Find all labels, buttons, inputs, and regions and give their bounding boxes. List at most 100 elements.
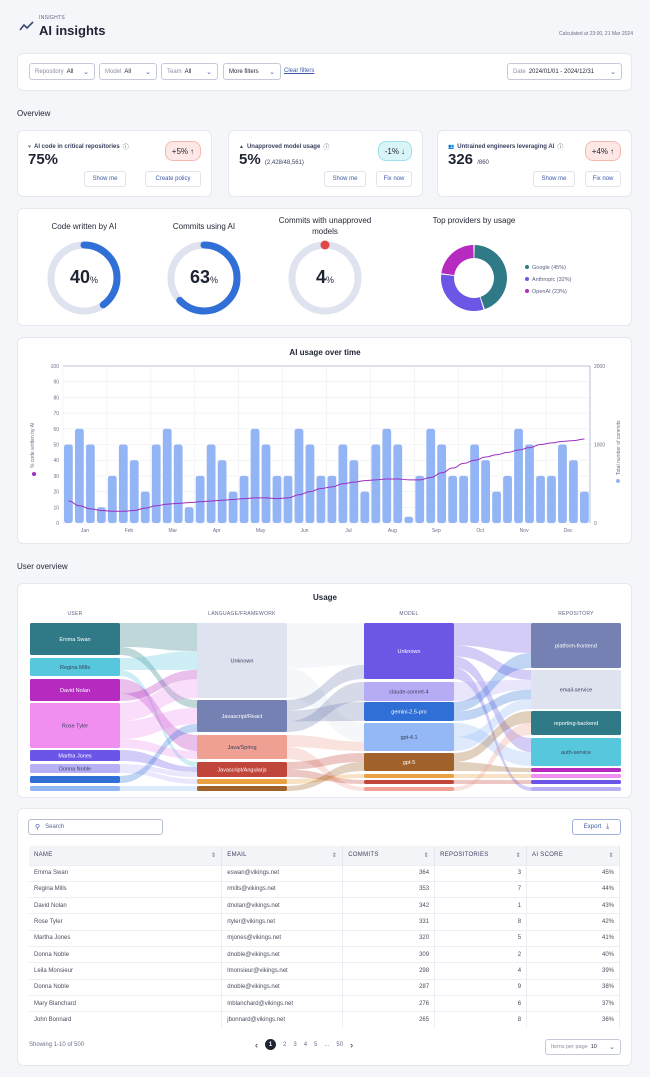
more-filters-label: More filters [229,68,259,75]
card-value: 326 /860 [448,151,489,168]
ai-percent-line [68,438,585,512]
page-button[interactable]: 3 [293,1041,297,1048]
fix-now-button[interactable]: Fix now [376,171,412,187]
items-per-page-select[interactable]: Items per page 10 ⌄ [545,1039,621,1055]
info-icon[interactable]: ⓘ [557,145,564,151]
search-placeholder: Search [45,824,65,830]
sankey-node-label: gpt-5 [403,760,416,766]
y-axis-label-right: Total number of commits [616,420,622,475]
table-cell: 43% [526,897,620,914]
previous-page-icon[interactable]: ‹ [255,1039,258,1050]
page-button[interactable]: 1 [265,1039,276,1050]
team-filter[interactable]: Team All ⌄ [161,63,218,80]
repository-filter[interactable]: Repository All ⌄ [29,63,95,80]
sankey-link [120,708,197,739]
next-page-icon[interactable]: › [350,1039,354,1050]
items-per-page-value: 10 [590,1044,597,1050]
show-me-button[interactable]: Show me [84,171,126,187]
commits-bar [525,444,534,523]
legend-dot [525,277,529,281]
table-cell: lmonsieur@vikings.net [221,962,344,980]
page-button[interactable]: 5 [314,1041,318,1048]
clear-filters-link[interactable]: Clear filters [284,68,315,74]
metrics-card: Google (45%) Anthropic (32%) OpenAI (23%) … [17,208,632,326]
commits-bar [547,475,556,523]
table-cell: dnoble@vikings.net [221,945,344,963]
table-row[interactable]: Martha Jones mjones@vikings.net 320 5 41% [29,929,620,947]
table-row[interactable]: Regina Mills rmills@vikings.net 353 7 44% [29,880,620,898]
model-filter[interactable]: Model All ⌄ [99,63,157,80]
column-header[interactable]: COMMITS ⇕ [342,846,436,865]
sort-icon[interactable]: ⇕ [331,852,338,859]
create-policy-button[interactable]: Create policy [145,171,201,187]
info-icon[interactable]: ⓘ [323,145,330,151]
table-row[interactable]: David Nolan dnolan@vikings.net 342 1 43% [29,897,620,914]
sankey-link [287,668,364,742]
show-me-button[interactable]: Show me [324,171,366,187]
column-header[interactable]: NAME ⇕ [29,846,223,865]
commits-bar [580,491,589,523]
fix-now-button[interactable]: Fix now [585,171,621,187]
info-icon[interactable]: ⓘ [122,145,129,151]
commits-bar [294,428,304,523]
table-row[interactable]: Mary Blanchard mblanchard@vikings.net 276 6… [29,994,620,1012]
sankey-column-header: REPOSITORY [558,611,594,617]
more-filters-button[interactable]: More filters ⌄ [223,63,281,80]
table-row[interactable]: Rose Tyler rtyler@vikings.net 331 8 42% [29,913,620,931]
branch-icon: ⑂ [28,143,32,150]
column-header[interactable]: EMAIL ⇕ [221,846,344,865]
page-button[interactable]: 4 [303,1041,308,1048]
sankey-node-label: auth-service [561,750,591,756]
donut-title: Code written by AI [51,222,117,231]
commits-bar [514,428,523,523]
sankey-node [364,780,454,784]
filter-label: Date [513,68,526,75]
metric-sub: (2,428/48,561) [264,160,304,166]
table-row[interactable]: Donna Noble dnoble@vikings.net 309 2 40% [29,945,620,963]
table-row[interactable]: Leila Monsieur lmonsieur@vikings.net 298 4 3… [29,962,620,980]
table-row[interactable]: John Bonnard jbonnard@vikings.net 265 8 36% [29,1011,620,1028]
page-button[interactable]: 50 [336,1041,344,1048]
card-value: 5% (2,428/48,561) [239,151,304,168]
ai-usage-chart: AI usage over time 0 10 20 30 40 50 60 70 80 90 100… [30,348,622,534]
trend-value: +5% [171,146,188,156]
sort-icon[interactable]: ⇕ [423,852,430,859]
commits-bar [558,444,567,523]
table-cell: 39% [526,962,620,980]
sankey-link [120,750,197,772]
x-tick-label: Nov [520,528,529,534]
table-row[interactable]: Emma Swan eswan@vikings.net 364 3 45% [29,864,620,882]
trend-badge: +5% ↑ [164,141,201,161]
filter-label: Repository [35,68,64,75]
show-me-button[interactable]: Show me [533,171,575,187]
table-cell: 364 [342,864,436,882]
page-button[interactable]: 2 [283,1041,287,1048]
legend-label: Anthropic (32%) [532,277,572,283]
column-header[interactable]: REPOSITORIES ⇕ [434,846,528,865]
chevron-down-icon: ⌄ [610,68,616,76]
table-cell: 309 [342,945,436,963]
sort-icon[interactable]: ⇕ [210,852,217,859]
search-input[interactable]: ⚲ Search [28,819,163,835]
sankey-node [531,738,621,766]
sankey-node [531,787,621,791]
donut-value: 63% [164,267,244,288]
donut-title: Commits using AI [172,222,236,231]
x-tick-label: Dec [564,528,573,534]
commits-bar [217,460,227,523]
sankey-node-label: reporting-backend [554,721,598,727]
export-button[interactable]: Export ⤓ [572,819,621,835]
sankey-node-label: claude-sonnet-4 [389,690,428,696]
commits-bar [569,460,578,523]
table-row[interactable]: Donna Noble dnoble@vikings.net 287 9 38% [29,978,620,996]
sort-icon[interactable]: ⇕ [515,852,522,859]
column-header[interactable]: AI SCORE ⇕ [526,846,620,865]
sort-icon[interactable]: ⇕ [608,852,614,859]
y-tick-label-right: 2000 [594,364,605,370]
card-value: 75% [28,151,58,168]
sankey-node-label: Martha Jones [58,754,92,760]
column-header-label: EMAIL [227,851,247,858]
commits-bar [228,491,238,523]
date-range-filter[interactable]: Date 2024/01/01 - 2024/12/31 ⌄ [507,63,622,80]
table-cell: 2 [434,945,528,963]
